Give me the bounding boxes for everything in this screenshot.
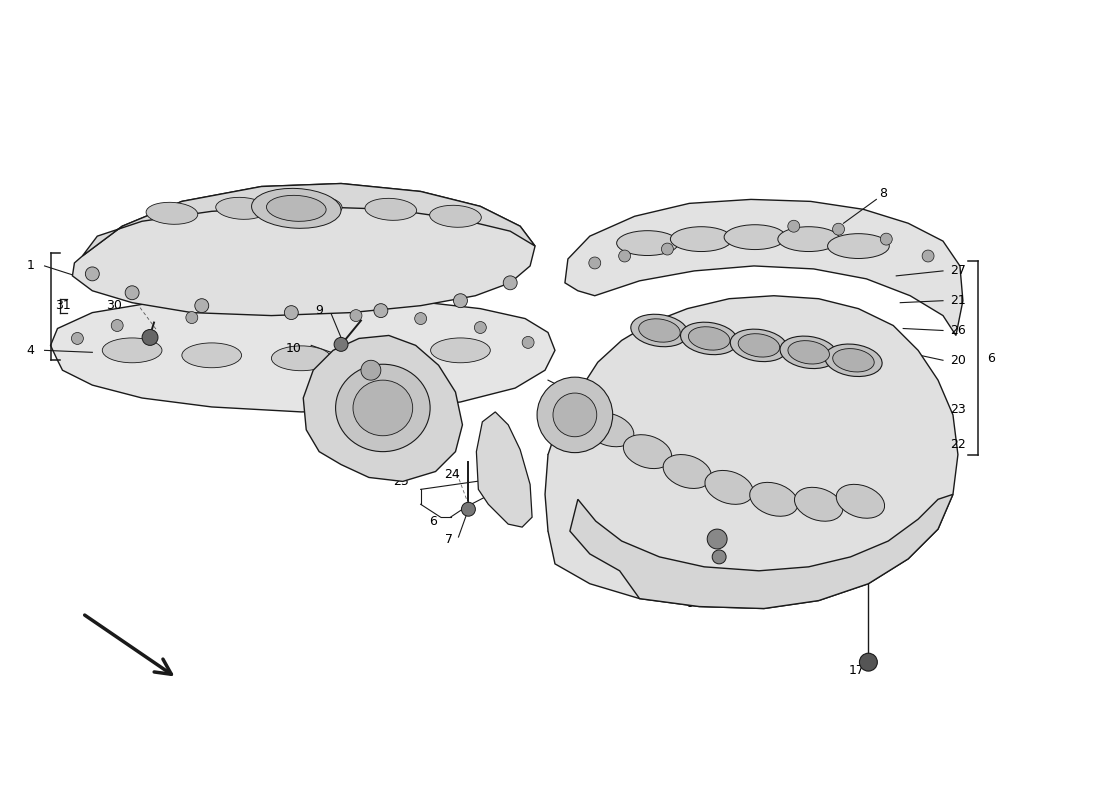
Text: 4: 4 <box>26 344 34 357</box>
Text: 17: 17 <box>848 664 865 677</box>
Circle shape <box>186 312 198 323</box>
Text: 28: 28 <box>713 584 729 597</box>
Text: 1: 1 <box>26 259 34 273</box>
Circle shape <box>661 243 673 255</box>
Circle shape <box>284 306 298 319</box>
Circle shape <box>415 313 427 325</box>
Polygon shape <box>570 494 953 609</box>
Circle shape <box>833 223 845 235</box>
Text: 30: 30 <box>107 299 122 312</box>
Polygon shape <box>304 335 462 482</box>
Text: 9: 9 <box>316 304 323 317</box>
Ellipse shape <box>353 380 412 436</box>
Ellipse shape <box>730 329 788 362</box>
Text: 21: 21 <box>950 294 966 307</box>
Ellipse shape <box>630 314 689 346</box>
Ellipse shape <box>780 336 837 369</box>
Ellipse shape <box>266 195 326 222</box>
Circle shape <box>859 654 878 671</box>
Ellipse shape <box>272 346 331 370</box>
Ellipse shape <box>705 470 754 504</box>
Circle shape <box>788 220 800 232</box>
Ellipse shape <box>833 349 875 372</box>
Text: 7: 7 <box>444 533 452 546</box>
Ellipse shape <box>681 322 738 354</box>
Ellipse shape <box>689 326 730 350</box>
Text: 20: 20 <box>950 354 966 366</box>
Ellipse shape <box>750 482 798 516</box>
Ellipse shape <box>216 198 267 219</box>
Polygon shape <box>544 296 958 609</box>
Ellipse shape <box>825 344 882 377</box>
Circle shape <box>374 304 388 318</box>
Circle shape <box>334 338 348 351</box>
Ellipse shape <box>617 230 679 255</box>
Text: 22: 22 <box>950 438 966 451</box>
Circle shape <box>522 337 535 348</box>
Ellipse shape <box>794 487 843 522</box>
Ellipse shape <box>290 195 342 218</box>
Text: 26: 26 <box>950 324 966 337</box>
Circle shape <box>361 360 381 380</box>
Circle shape <box>453 294 468 308</box>
Ellipse shape <box>361 344 420 369</box>
Circle shape <box>503 276 517 290</box>
Ellipse shape <box>146 202 198 224</box>
Text: 6: 6 <box>987 352 994 365</box>
Polygon shape <box>51 296 556 412</box>
Text: 27: 27 <box>950 265 966 278</box>
Circle shape <box>86 267 99 281</box>
Polygon shape <box>82 183 535 256</box>
Text: 25: 25 <box>393 475 409 488</box>
Ellipse shape <box>430 338 491 362</box>
Ellipse shape <box>788 341 829 364</box>
Text: 10: 10 <box>285 342 301 355</box>
Ellipse shape <box>778 226 839 251</box>
Text: 6: 6 <box>685 597 693 610</box>
Circle shape <box>111 319 123 331</box>
Ellipse shape <box>670 226 733 251</box>
Circle shape <box>707 529 727 549</box>
Text: 24: 24 <box>444 468 461 481</box>
Circle shape <box>125 286 139 300</box>
Text: 29: 29 <box>713 567 729 580</box>
Circle shape <box>142 330 158 346</box>
Ellipse shape <box>102 338 162 362</box>
Ellipse shape <box>639 319 680 342</box>
Polygon shape <box>565 199 962 335</box>
Ellipse shape <box>827 234 889 258</box>
Ellipse shape <box>585 413 634 446</box>
Circle shape <box>922 250 934 262</box>
Circle shape <box>553 393 597 437</box>
Polygon shape <box>73 183 535 315</box>
Ellipse shape <box>724 225 785 250</box>
Ellipse shape <box>430 206 482 227</box>
Circle shape <box>537 377 613 453</box>
Circle shape <box>880 233 892 245</box>
Text: 31: 31 <box>55 299 70 312</box>
Ellipse shape <box>624 434 672 469</box>
Ellipse shape <box>836 484 884 518</box>
Ellipse shape <box>252 188 341 228</box>
Circle shape <box>72 333 84 344</box>
Polygon shape <box>476 412 532 527</box>
Text: 23: 23 <box>950 403 966 417</box>
Ellipse shape <box>336 364 430 452</box>
Ellipse shape <box>365 198 417 220</box>
Circle shape <box>474 322 486 334</box>
Text: 6: 6 <box>429 514 437 528</box>
Circle shape <box>350 310 362 322</box>
Circle shape <box>461 502 475 516</box>
Text: 8: 8 <box>879 187 888 200</box>
Circle shape <box>195 298 209 313</box>
Ellipse shape <box>182 343 242 368</box>
Circle shape <box>712 550 726 564</box>
Circle shape <box>618 250 630 262</box>
Circle shape <box>588 257 601 269</box>
Ellipse shape <box>738 334 780 357</box>
Ellipse shape <box>663 454 712 489</box>
